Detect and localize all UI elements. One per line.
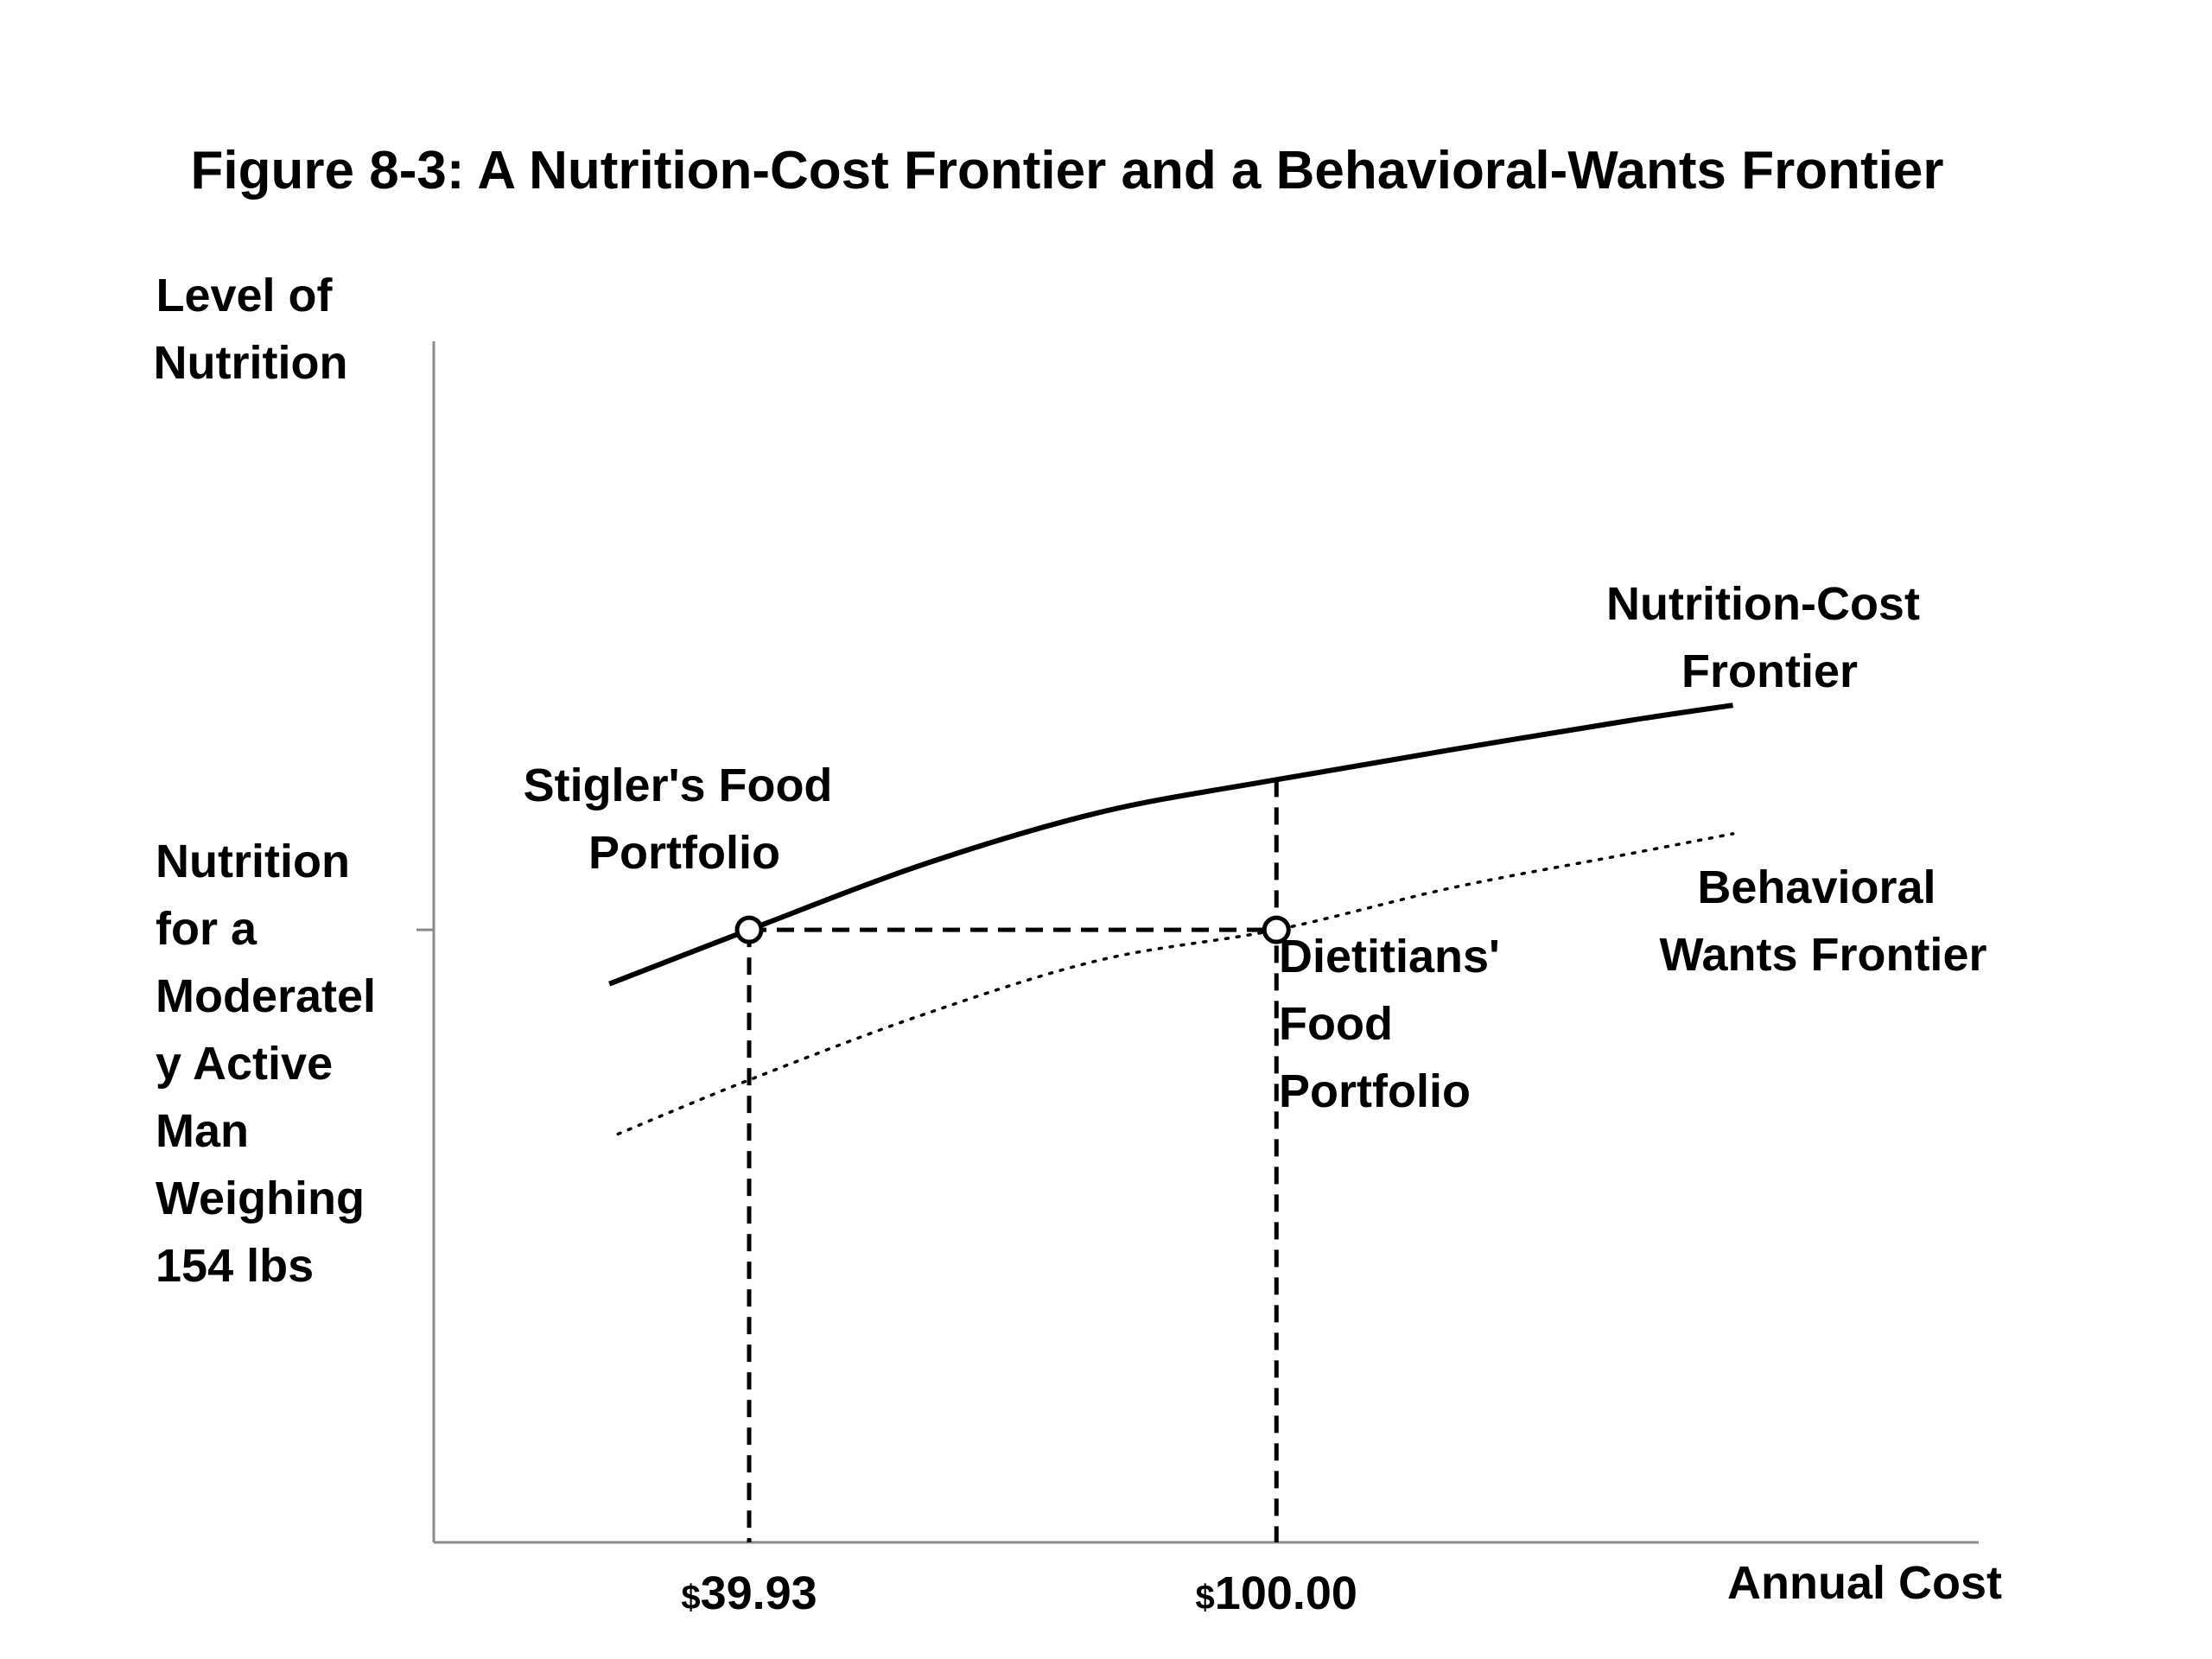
series-label-behavioral-wants-frontier-line-1: Behavioral (1697, 861, 1936, 913)
chart-title: Figure 8-3: A Nutrition-Cost Frontier an… (191, 141, 1944, 200)
y-tick-label-line-4: y Active (156, 1038, 333, 1090)
point-label-stiglers-food-portfolio: Stigler's Food Portfolio (524, 760, 846, 879)
series-label-nutrition-cost-frontier: Nutrition-Cost Frontier (1606, 578, 1933, 697)
y-axis-label: Level of Nutrition (154, 270, 348, 389)
x-tick-label-1: $39.93 (681, 1567, 817, 1619)
y-tick-label-line-6: Weighing (156, 1173, 365, 1224)
series-line-nutrition-cost-frontier (608, 702, 1733, 987)
point-label-dietitians-food-portfolio: Dietitians' Food Portfolio (1279, 931, 1513, 1117)
point-label-stiglers-food-portfolio-line-1: Stigler's Food (524, 760, 833, 811)
y-axis-label-line-2: Nutrition (154, 337, 348, 389)
point-label-dietitians-food-portfolio-line-2: Food (1279, 998, 1393, 1050)
point-label-dietitians-food-portfolio-line-3: Portfolio (1279, 1065, 1471, 1117)
y-tick-label-line-2: for a (156, 903, 257, 955)
plot-area: $39.93 $100.00 (416, 341, 1979, 1619)
y-tick-label-line-7: 154 lbs (156, 1240, 314, 1292)
series-label-nutrition-cost-frontier-line-1: Nutrition-Cost (1606, 578, 1920, 630)
series-label-nutrition-cost-frontier-line-2: Frontier (1681, 645, 1858, 697)
y-axis-label-line-1: Level of (156, 270, 333, 321)
series-label-behavioral-wants-frontier: Behavioral Wants Frontier (1659, 861, 1986, 981)
y-tick-label: Nutrition for a Moderatel y Active Man W… (156, 836, 389, 1292)
x-tick-label-2: $100.00 (1196, 1567, 1357, 1619)
point-marker-dietitians-food-portfolio (1262, 915, 1291, 944)
y-tick-label-line-5: Man (156, 1105, 249, 1157)
y-tick-label-line-1: Nutrition (156, 836, 350, 887)
point-label-stiglers-food-portfolio-line-2: Portfolio (588, 827, 780, 879)
point-label-dietitians-food-portfolio-line-1: Dietitians' (1279, 931, 1500, 982)
series-line-behavioral-wants-frontier (616, 832, 1735, 1136)
x-axis-label: Annual Cost (1727, 1557, 2002, 1609)
series-label-behavioral-wants-frontier-line-2: Wants Frontier (1659, 929, 1986, 981)
y-tick-label-line-3: Moderatel (156, 970, 376, 1022)
point-marker-stiglers-food-portfolio (734, 915, 764, 944)
